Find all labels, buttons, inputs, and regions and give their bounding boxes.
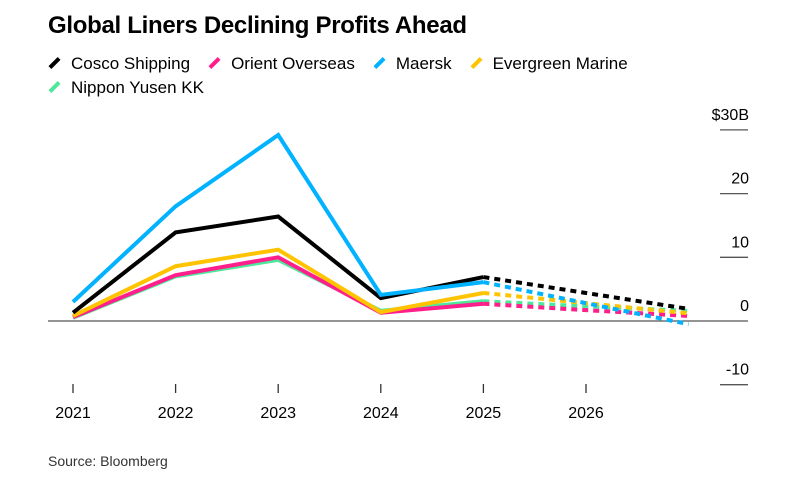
y-tick-label: 20: [731, 171, 749, 188]
y-tick-label: $30B: [712, 107, 749, 124]
series-line-orient-overseas: [72, 255, 484, 320]
legend-item: Maersk: [373, 52, 452, 76]
series-forecast-maersk: [482, 280, 690, 327]
legend-item: Orient Overseas: [208, 52, 355, 76]
legend: Cosco Shipping Orient Overseas Maersk Everg…: [48, 52, 748, 100]
legend-label: Maersk: [395, 54, 452, 73]
source-note: Source: Bloomberg: [48, 453, 168, 469]
x-tick-label: 2021: [55, 405, 91, 422]
y-tick-label: 10: [731, 234, 749, 251]
legend-label: Nippon Yusen KK: [71, 78, 204, 97]
legend-label: Orient Overseas: [231, 54, 355, 73]
legend-label: Evergreen Marine: [492, 54, 628, 73]
legend-label: Cosco Shipping: [71, 54, 191, 73]
series-line-maersk: [71, 132, 484, 304]
series-line-cosco-shipping: [71, 214, 484, 315]
x-tick-label: 2023: [260, 405, 296, 422]
y-tick-label: -10: [726, 362, 749, 379]
chart-title: Global Liners Declining Profits Ahead: [48, 12, 467, 39]
series-forecast-orient-overseas: [483, 301, 689, 318]
series-forecast-nippon-yusen-kk: [483, 299, 689, 313]
x-tick-label: 2025: [466, 405, 502, 422]
x-tick-label: 2026: [568, 405, 604, 422]
series-line-evergreen-marine: [72, 247, 484, 318]
legend-item: Nippon Yusen KK: [48, 76, 204, 100]
y-tick-label: 0: [740, 298, 749, 315]
legend-item: Cosco Shipping: [48, 52, 190, 76]
legend-item: Evergreen Marine: [470, 52, 628, 76]
x-tick-label: 2024: [363, 405, 399, 422]
series-forecast-cosco-shipping: [483, 275, 689, 311]
x-tick-label: 2022: [158, 405, 194, 422]
